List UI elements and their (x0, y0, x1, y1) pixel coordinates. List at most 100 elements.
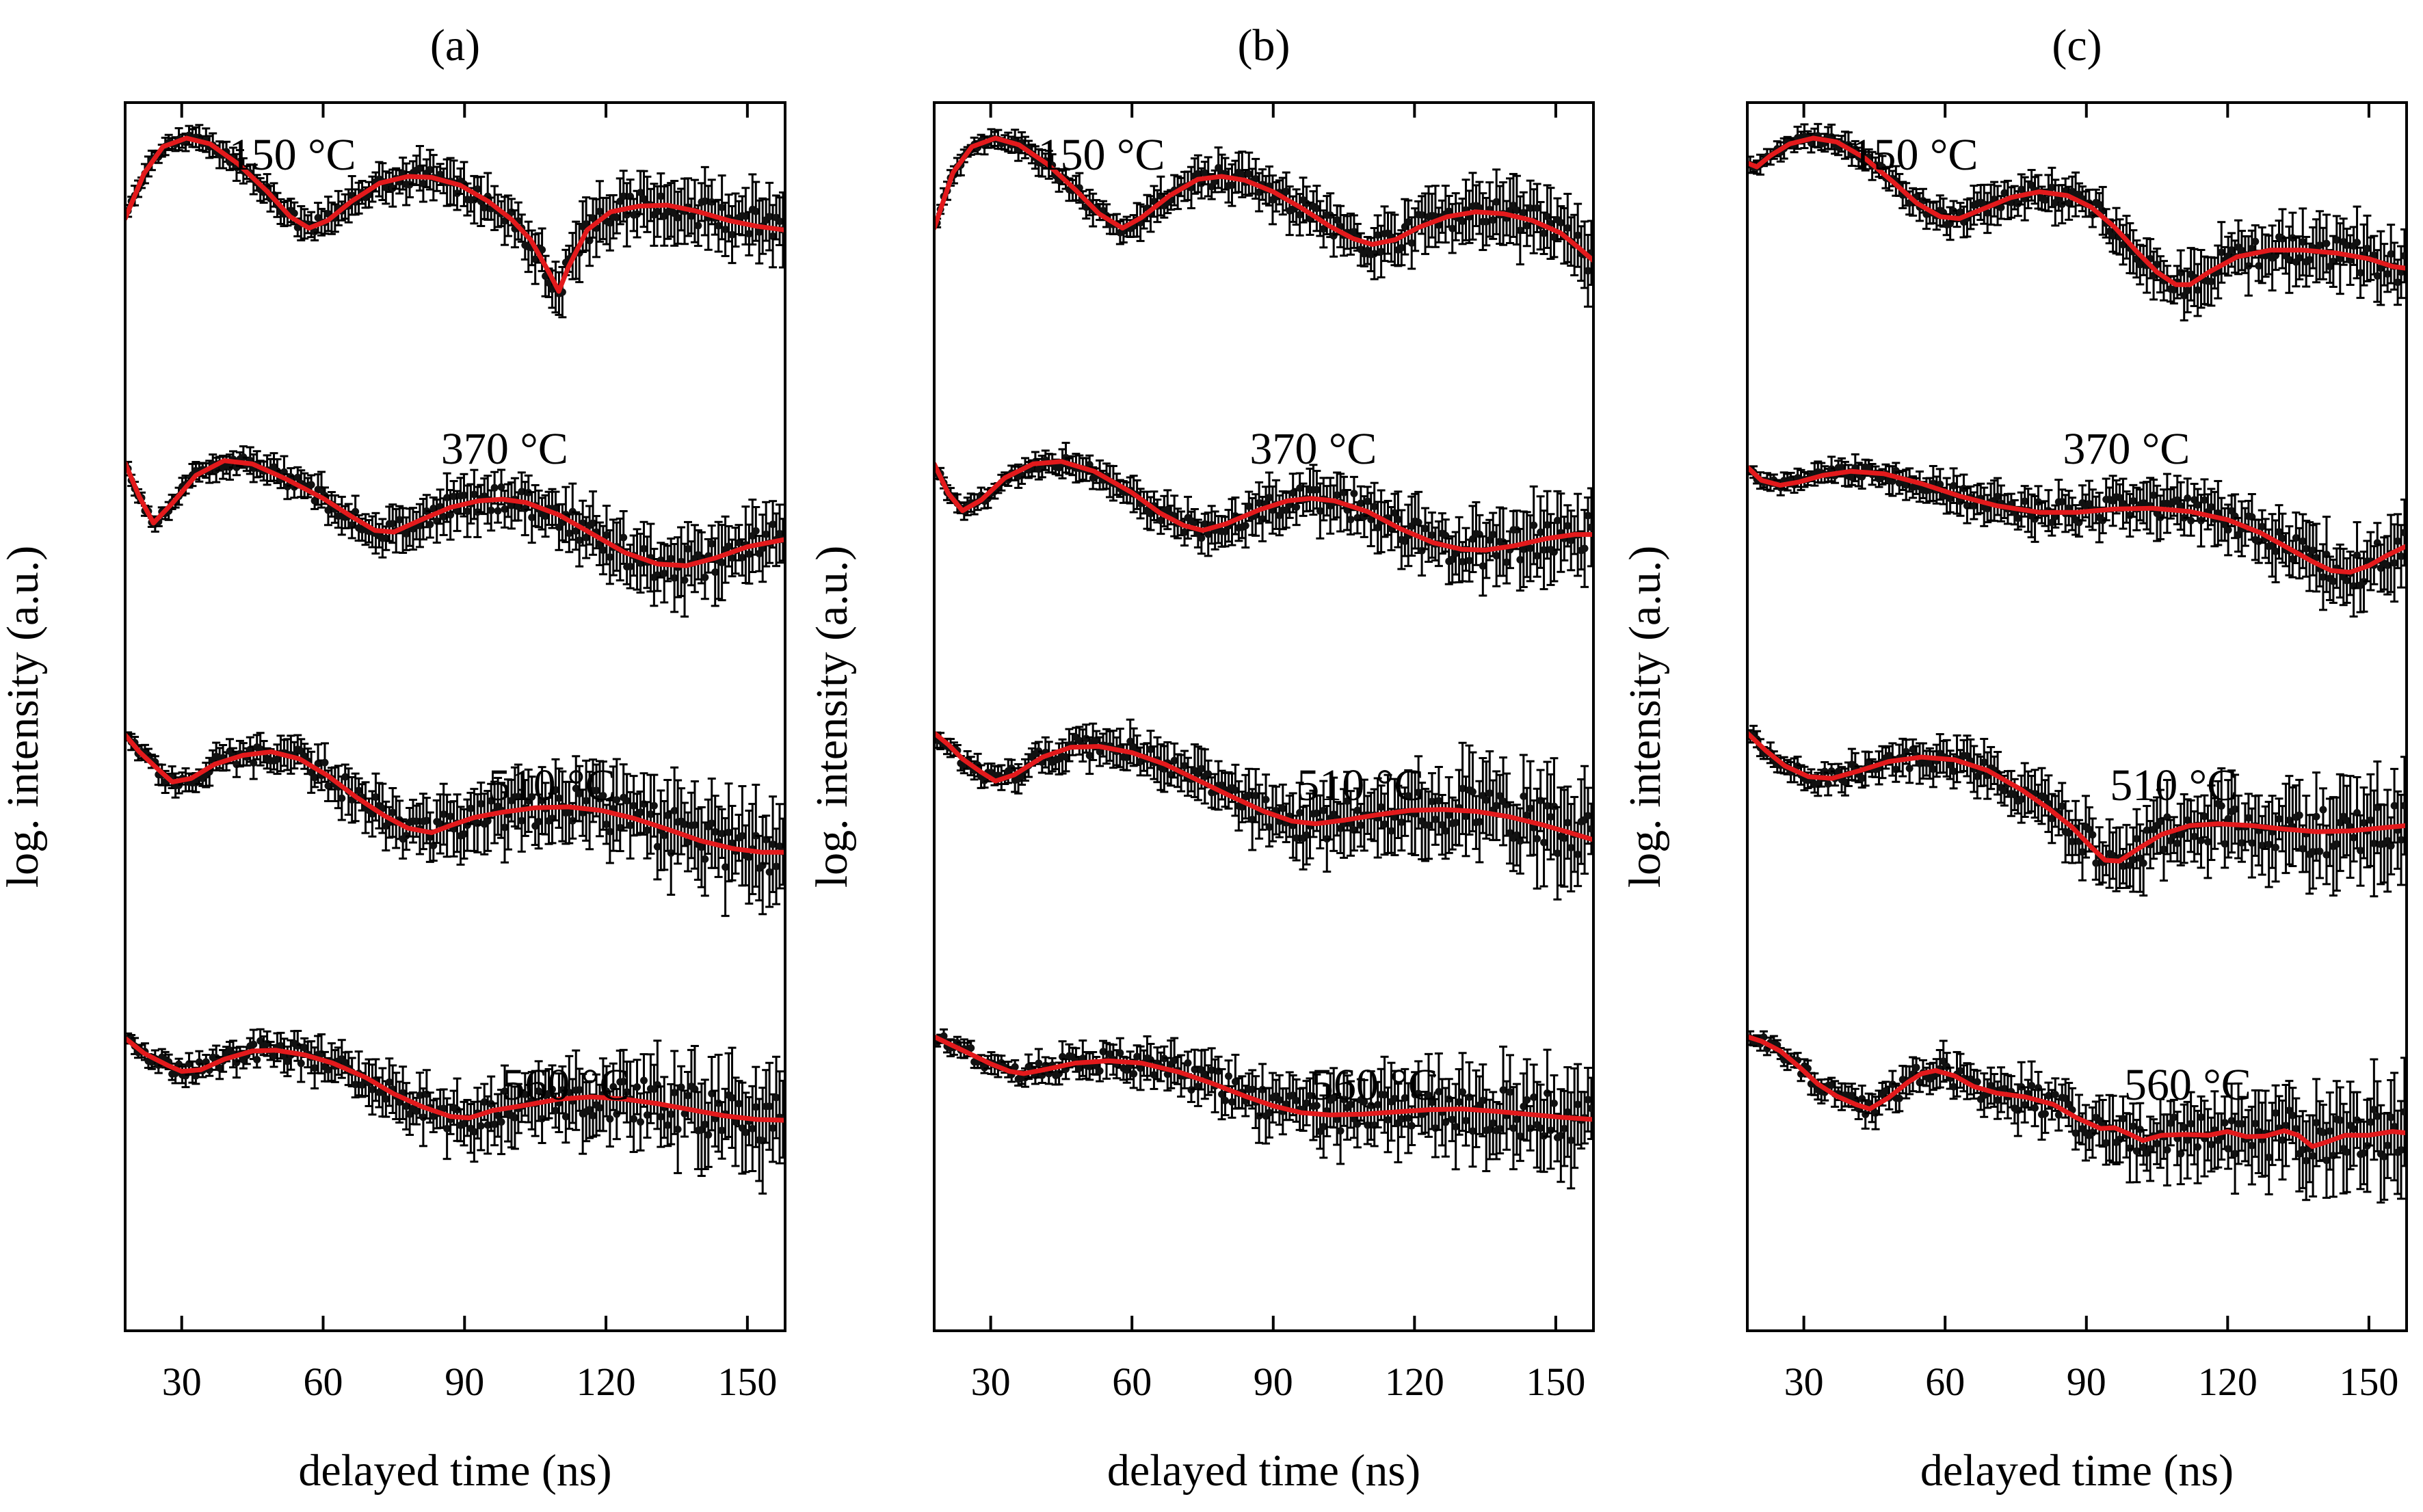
data-point (2139, 481, 2148, 525)
data-point (1316, 482, 1325, 540)
data-point (1994, 477, 2002, 516)
data-point (1282, 492, 1290, 529)
data-point (677, 787, 686, 856)
series-3 (125, 1028, 785, 1195)
data-point (1312, 1073, 1321, 1138)
data-point (1451, 1083, 1460, 1171)
data-point (585, 214, 594, 267)
data-point (734, 524, 743, 561)
data-point (595, 180, 604, 243)
data-point (1349, 475, 1358, 512)
data-point (1963, 487, 1972, 525)
data-point (1170, 494, 1179, 538)
fit-curve (1747, 1034, 2407, 1150)
fit-curve (125, 458, 785, 568)
data-point (700, 165, 709, 237)
data-point (633, 1059, 641, 1115)
data-point (622, 182, 631, 248)
data-point (2186, 1091, 2195, 1156)
data-point (2332, 796, 2341, 892)
data-point (2356, 814, 2365, 887)
data-point (555, 767, 564, 829)
data-point (1394, 490, 1403, 548)
fit-curve (125, 732, 785, 855)
data-point (460, 473, 468, 518)
data-point (690, 780, 699, 870)
data-point (1245, 490, 1254, 522)
temperature-label: 370 °C (2063, 424, 2190, 474)
data-point (2400, 1057, 2407, 1167)
series-3 (1747, 1030, 2407, 1204)
data-point (1916, 742, 1924, 785)
data-point (1584, 233, 1593, 308)
data-point (2366, 1098, 2375, 1147)
data-point (2183, 798, 2192, 843)
data-point (1418, 525, 1427, 577)
data-point (2207, 1116, 2216, 1173)
data-point (2075, 819, 2084, 864)
data-point (1567, 1091, 1576, 1190)
data-point (1414, 490, 1423, 555)
data-point (1468, 751, 1477, 833)
data-point (2268, 224, 2277, 292)
data-point (2380, 1112, 2389, 1201)
data-point (2363, 214, 2372, 282)
data-point (1946, 750, 1955, 780)
data-point (762, 501, 771, 568)
data-point (1587, 1076, 1593, 1141)
data-point (484, 1095, 492, 1155)
data-point (1343, 489, 1352, 531)
temperature-label: 510 °C (488, 760, 615, 810)
data-point (1526, 760, 1535, 857)
data-point (1444, 194, 1453, 228)
data-point (1567, 803, 1576, 892)
data-point (650, 183, 659, 247)
data-point (2227, 769, 2236, 854)
data-point (711, 537, 719, 607)
data-point (670, 1050, 679, 1135)
data-point (772, 1055, 781, 1139)
fit-curve (1747, 730, 2407, 864)
temperature-label: 150 °C (1037, 130, 1165, 180)
data-point (2173, 475, 2182, 526)
data-point (2051, 178, 2060, 227)
data-point (2081, 795, 2090, 859)
temperature-label: 370 °C (441, 424, 568, 474)
data-point (2268, 513, 2277, 578)
panel-b: (b) log. intensity (a.u.) delayed time (ns… (807, 21, 1595, 1496)
data-point (1143, 194, 1152, 222)
data-point (1397, 509, 1406, 570)
data-point (425, 811, 434, 863)
data-point (1431, 793, 1440, 846)
data-point (1587, 802, 1593, 856)
data-point (674, 1084, 683, 1174)
fit-curve (1747, 135, 2407, 287)
data-point (1282, 802, 1290, 843)
data-point (494, 1093, 503, 1138)
data-point (1448, 202, 1457, 254)
data-point (2312, 1078, 2321, 1167)
data-point (2376, 543, 2385, 593)
temperature-label: 150 °C (1851, 130, 1978, 180)
data-point (2359, 786, 2368, 860)
series-0 (1747, 122, 2407, 322)
data-point (2183, 267, 2192, 314)
data-point (1434, 207, 1443, 243)
panel-a: (a) log. intensity (a.u.) delayed time (ns… (0, 21, 786, 1496)
data-point (585, 1080, 594, 1139)
temperature-label: 150 °C (229, 130, 356, 180)
data-point (2335, 773, 2344, 873)
temperature-label: 560 °C (2124, 1060, 2251, 1110)
data-point (1407, 216, 1416, 270)
data-point (2098, 841, 2107, 884)
series-3 (934, 1028, 1593, 1190)
data-point (1241, 503, 1250, 549)
series-2 (934, 718, 1593, 901)
data-point (365, 181, 373, 209)
data-point (2084, 479, 2093, 528)
data-point (1441, 801, 1450, 860)
data-point (2264, 801, 2273, 888)
data-point (660, 799, 669, 871)
data-point (2322, 1122, 2331, 1199)
y-axis-label: log. intensity (a.u.) (0, 546, 48, 888)
